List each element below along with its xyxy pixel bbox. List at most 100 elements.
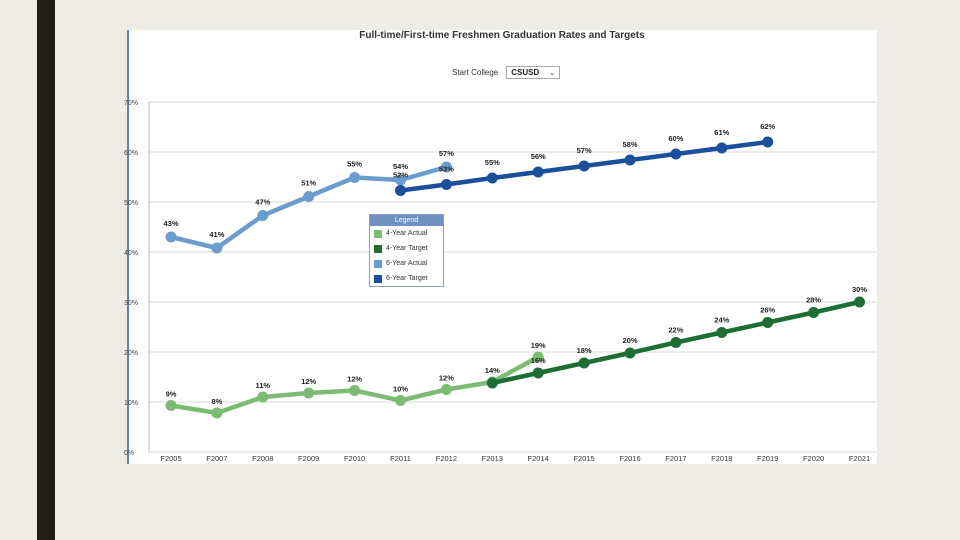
data-point	[165, 400, 177, 411]
chevron-down-icon: ⌄	[549, 69, 556, 77]
data-point	[808, 307, 820, 318]
data-point	[440, 161, 452, 173]
y-tick-label: 30%	[124, 300, 138, 307]
x-tick-label: F2015	[573, 454, 594, 463]
y-tick-label: 20%	[124, 350, 138, 357]
x-tick-label: F2017	[665, 454, 686, 463]
data-point	[165, 231, 177, 243]
data-label: 18%	[577, 346, 592, 355]
data-point	[624, 347, 636, 359]
data-point	[670, 337, 682, 348]
data-label: 20%	[622, 336, 637, 345]
data-label: 56%	[531, 152, 546, 161]
start-college-select[interactable]: CSUSD ⌄	[506, 66, 561, 79]
data-point	[578, 160, 590, 172]
legend-title: Legend	[370, 215, 443, 226]
data-point	[211, 407, 223, 419]
x-tick-label: F2012	[436, 454, 457, 463]
data-point	[440, 179, 452, 190]
legend-item: 4-Year Actual	[370, 226, 443, 241]
data-point	[349, 385, 361, 396]
data-point	[716, 142, 728, 154]
data-label: 60%	[668, 134, 683, 143]
legend-swatch	[374, 259, 382, 268]
x-tick-label: F2016	[619, 454, 640, 463]
chart-title: Full-time/First-time Freshmen Graduation…	[359, 30, 645, 41]
data-point	[303, 387, 315, 399]
data-label: 24%	[714, 316, 729, 325]
data-label: 12%	[347, 375, 362, 384]
data-point	[349, 172, 361, 183]
data-label: 54%	[393, 162, 408, 171]
data-label: 19%	[531, 341, 546, 350]
data-label: 28%	[806, 296, 821, 305]
x-tick-label: F2010	[344, 454, 365, 463]
data-point	[532, 166, 544, 178]
data-label: 41%	[209, 230, 224, 239]
select-value: CSUSD	[511, 68, 540, 77]
filter-label: Start College	[452, 68, 499, 77]
data-label: 52%	[393, 171, 408, 180]
data-point	[670, 148, 682, 160]
data-label: 55%	[485, 158, 500, 167]
y-tick-label: 50%	[124, 200, 138, 207]
legend: Legend 4-Year Actual 4-Year Target 6-Year …	[369, 214, 444, 287]
data-label: 57%	[577, 146, 592, 155]
data-label: 43%	[163, 219, 178, 228]
data-label: 10%	[393, 385, 408, 394]
data-point	[257, 391, 269, 403]
data-point	[303, 191, 315, 202]
data-point	[486, 172, 498, 184]
data-label: 9%	[166, 390, 177, 399]
x-tick-label: F2021	[849, 454, 870, 463]
x-tick-label: F2007	[206, 454, 227, 463]
data-label: 61%	[714, 128, 729, 137]
x-tick-label: F2014	[528, 454, 549, 463]
data-point	[486, 377, 498, 389]
data-label: 30%	[852, 285, 867, 294]
y-tick-label: 40%	[124, 250, 138, 257]
x-tick-label: F2013	[482, 454, 503, 463]
legend-swatch	[374, 229, 382, 238]
data-point	[854, 296, 865, 308]
left-accent-bar	[37, 0, 55, 540]
y-tick-label: 10%	[124, 400, 138, 407]
x-tick-label: F2019	[757, 454, 778, 463]
data-label: 8%	[211, 397, 222, 406]
x-tick-label: F2011	[390, 454, 411, 463]
data-label: 11%	[255, 381, 270, 390]
data-label: 57%	[439, 149, 454, 158]
data-label: 55%	[347, 160, 362, 169]
data-label: 47%	[255, 198, 270, 207]
x-tick-label: F2008	[252, 454, 273, 463]
legend-swatch	[374, 244, 382, 253]
y-tick-label: 60%	[124, 150, 138, 157]
data-point	[532, 367, 544, 379]
legend-item: 4-Year Target	[370, 241, 443, 256]
y-tick-label: 70%	[124, 100, 138, 107]
data-label: 62%	[760, 122, 775, 131]
data-label: 26%	[760, 306, 775, 315]
data-label: 53%	[439, 165, 454, 174]
data-label: 22%	[668, 326, 683, 335]
data-point	[762, 136, 774, 148]
data-point	[395, 395, 406, 406]
data-label: 51%	[301, 179, 316, 188]
legend-label: 4-Year Actual	[386, 230, 428, 237]
data-point	[395, 174, 406, 186]
x-tick-label: F2018	[711, 454, 732, 463]
data-label: 16%	[531, 356, 546, 365]
data-point	[762, 317, 774, 328]
legend-item: 6-Year Actual	[370, 256, 443, 271]
data-point	[578, 357, 590, 369]
data-label: 12%	[439, 374, 454, 383]
data-point	[532, 351, 544, 363]
x-tick-label: F2020	[803, 454, 824, 463]
x-tick-label: F2005	[160, 454, 181, 463]
legend-label: 6-Year Target	[386, 275, 428, 282]
legend-label: 4-Year Target	[386, 245, 428, 252]
start-college-filter: Start College CSUSD ⌄	[452, 66, 561, 79]
data-point	[395, 185, 406, 196]
data-point	[624, 154, 636, 166]
